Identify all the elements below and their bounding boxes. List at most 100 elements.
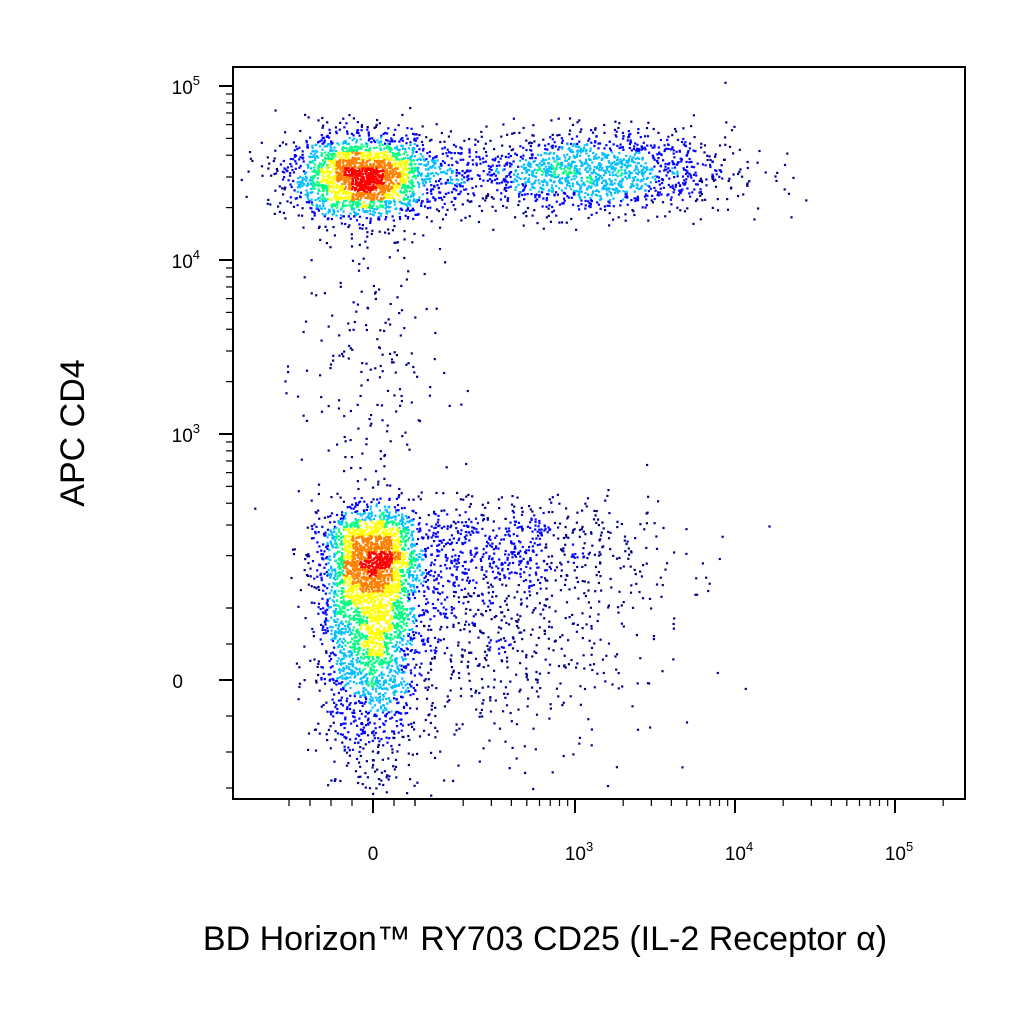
event-point xyxy=(495,164,498,167)
event-point xyxy=(327,558,330,561)
event-point xyxy=(498,558,501,561)
event-point xyxy=(589,663,592,666)
event-point xyxy=(490,168,493,172)
event-point xyxy=(533,181,536,184)
event-point xyxy=(576,580,579,584)
event-point xyxy=(578,528,582,532)
event-point xyxy=(511,647,515,650)
event-point xyxy=(393,241,396,244)
event-point xyxy=(418,419,422,423)
event-point xyxy=(375,690,378,693)
event-point xyxy=(468,581,471,585)
event-point xyxy=(642,166,645,169)
event-point xyxy=(357,650,360,653)
event-point xyxy=(432,157,435,160)
event-point xyxy=(323,621,326,624)
event-point xyxy=(611,151,614,154)
event-point xyxy=(547,526,550,529)
event-point xyxy=(379,685,382,688)
event-point xyxy=(440,509,443,512)
event-point xyxy=(505,603,508,606)
event-point xyxy=(392,133,395,136)
event-point xyxy=(625,161,628,164)
event-point xyxy=(451,163,454,167)
event-point xyxy=(454,558,457,561)
event-point xyxy=(516,613,519,616)
event-point xyxy=(286,200,289,203)
event-point xyxy=(366,126,369,129)
event-point xyxy=(606,168,609,171)
event-point xyxy=(333,681,336,685)
event-point xyxy=(470,595,473,598)
event-point xyxy=(347,630,350,633)
event-point xyxy=(539,186,542,190)
event-point xyxy=(350,646,353,649)
event-point xyxy=(332,568,335,571)
event-point xyxy=(300,181,303,184)
event-point xyxy=(576,662,579,665)
event-point xyxy=(542,608,545,611)
event-point xyxy=(716,671,719,675)
event-point xyxy=(598,178,601,181)
event-point xyxy=(391,730,394,733)
event-point xyxy=(449,176,452,179)
event-point xyxy=(489,174,492,177)
event-point xyxy=(636,162,639,165)
event-point xyxy=(336,677,339,680)
event-point xyxy=(389,206,392,209)
event-point xyxy=(322,558,325,561)
event-point xyxy=(341,712,344,715)
event-point xyxy=(507,197,510,200)
event-point xyxy=(618,184,621,187)
event-point xyxy=(447,191,450,194)
event-point xyxy=(401,147,404,150)
event-point xyxy=(412,721,416,724)
event-point xyxy=(524,771,527,774)
event-point xyxy=(529,567,532,570)
event-point xyxy=(701,163,704,166)
event-point xyxy=(593,168,596,172)
event-point xyxy=(624,213,627,216)
event-point xyxy=(376,685,379,688)
event-point xyxy=(383,657,386,660)
event-point xyxy=(413,232,416,235)
event-point xyxy=(426,172,429,175)
event-point xyxy=(604,171,607,174)
event-point xyxy=(311,144,314,147)
event-point xyxy=(506,666,509,669)
event-point xyxy=(450,611,453,615)
event-point xyxy=(342,517,345,520)
event-point xyxy=(696,198,699,201)
event-point xyxy=(594,193,597,196)
event-point xyxy=(652,635,656,638)
event-point xyxy=(333,203,336,206)
event-point xyxy=(532,124,535,127)
event-point xyxy=(405,526,408,529)
event-point xyxy=(309,207,312,210)
event-point xyxy=(332,679,335,682)
event-point xyxy=(445,172,449,175)
event-point xyxy=(471,526,474,529)
event-point xyxy=(377,480,380,483)
event-point xyxy=(310,187,313,190)
event-point xyxy=(628,164,631,167)
event-point xyxy=(444,564,447,567)
event-point xyxy=(607,160,610,163)
event-point xyxy=(668,177,671,180)
event-point xyxy=(523,745,526,748)
event-point xyxy=(474,586,477,590)
event-point xyxy=(421,155,424,158)
event-point xyxy=(463,535,466,538)
event-point xyxy=(365,697,368,700)
event-point xyxy=(621,146,624,149)
event-point xyxy=(591,668,594,672)
event-point xyxy=(593,157,596,160)
event-point xyxy=(577,193,580,196)
event-point xyxy=(514,169,517,172)
event-point xyxy=(562,755,565,758)
event-point xyxy=(301,150,304,153)
event-point xyxy=(331,141,334,144)
event-point xyxy=(342,637,345,640)
event-point xyxy=(398,664,401,667)
event-point xyxy=(406,792,409,795)
